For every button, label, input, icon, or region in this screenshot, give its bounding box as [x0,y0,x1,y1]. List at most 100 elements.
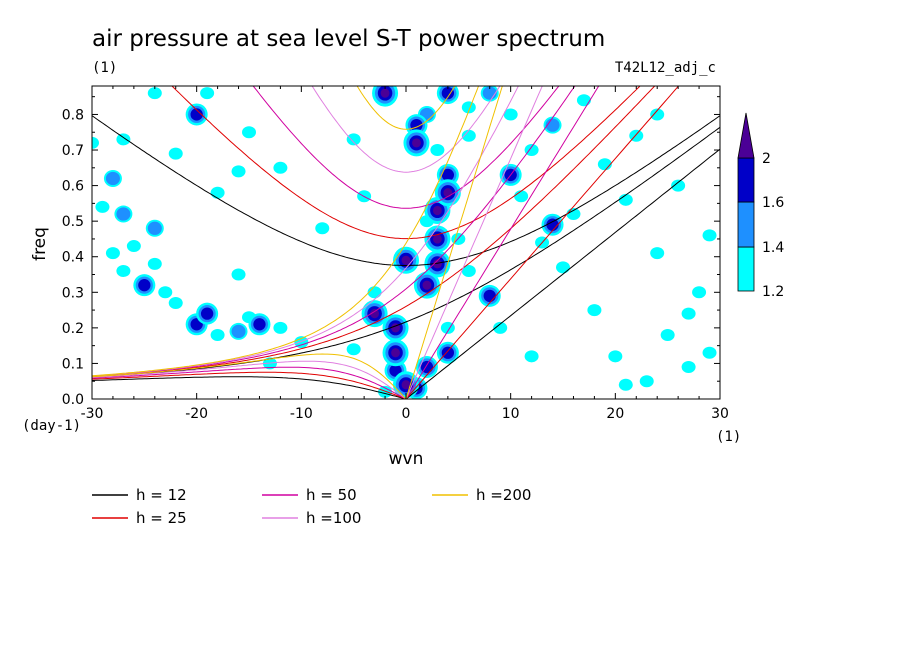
spectral-peak [424,225,451,253]
x-tick-label: 10 [502,406,520,422]
x-tick-label: 30 [711,406,729,422]
spectral-peak [413,271,440,299]
equatorial-rossby-curve [92,371,407,399]
y-tick-label: 0.6 [62,179,84,195]
equatorial-rossby-curve [92,366,407,399]
chart-subtitle-left: (1) [92,60,117,76]
colorbar-segment [737,246,755,292]
y-tick-label: 0.3 [62,285,84,301]
y-tick-label: 0.2 [62,321,84,337]
spectral-peak [430,144,445,157]
spectral-peak [168,296,183,309]
spectral-peak [650,247,665,260]
legend-label: h =200 [476,486,531,504]
spectral-peak [273,321,288,334]
mixed-rossby-gravity-curve [92,86,576,377]
spectral-peak [315,222,330,235]
spectral-peak [248,313,271,336]
spectral-peak [231,268,246,281]
spectral-peak [436,341,459,364]
spectral-peak [524,350,539,363]
legend-item: h =100 [262,509,361,527]
spectral-peak [393,246,419,274]
chart-subtitle-right: T42L12_adj_c [615,60,716,76]
kelvin-wave-curve [405,148,720,399]
y-axis-label: freq [30,227,50,261]
equatorial-rossby-curve [92,376,407,399]
colorbar-segment [737,201,755,248]
spectral-peak [103,169,122,187]
legend-item: h =200 [432,486,531,504]
inertia-gravity-curve [311,86,501,173]
colorbar-label: 1.4 [762,240,784,256]
kelvin-wave-curve [405,86,503,399]
kelvin-wave-curve [405,86,600,399]
spectral-peak [639,375,654,388]
x-tick-label: 0 [402,406,411,422]
inertia-gravity-curve [171,86,641,240]
spectral-peak [671,179,686,192]
y-tick-label: 0.8 [62,107,84,123]
spectral-power-field [92,86,717,399]
colorbar-label: 2 [762,151,771,167]
spectral-peak [681,307,696,320]
equatorial-rossby-curve [92,353,407,399]
spectral-peak [116,133,131,146]
legend-label: h = 12 [136,486,187,504]
spectral-peak [618,378,633,391]
kelvin-wave-curve [405,86,543,399]
spectral-peak [147,87,162,100]
spectral-peak [702,229,717,242]
spectral-peak [576,94,591,107]
spectral-peak [158,286,173,299]
spectral-peak [168,147,183,160]
spectral-peak [424,250,451,278]
inertia-gravity-curve [356,86,456,130]
spectral-peak [200,87,215,100]
spectral-peak [692,286,707,299]
mixed-rossby-gravity-curve [92,86,519,377]
y-axis-ticks: 0.0 0.1 0.2 0.3 0.4 0.5 0.6 0.7 0.8 [62,96,720,408]
spectral-peak [541,213,564,236]
spectral-peak [503,108,518,121]
spectral-peak [273,161,288,174]
spectral-peak [660,328,675,341]
spectral-peak [346,343,361,356]
mixed-rossby-gravity-curve [92,126,720,378]
spectral-peak [403,129,430,157]
y-axis-unit: (day-1) [22,418,81,434]
legend-item: h = 12 [92,486,187,504]
x-axis-ticks: -30 -20 -10 0 10 20 30 [81,86,729,422]
colorbar-label: 1.2 [762,284,784,300]
x-axis-unit: (1) [716,429,741,445]
spectral-peak [434,179,461,207]
spectral-peak [372,86,399,107]
spectral-peak [95,200,110,213]
spectral-peak [382,339,409,367]
y-tick-label: 0.4 [62,250,84,266]
spectral-peak [147,257,162,270]
spectral-peak [242,126,256,139]
y-tick-label: 0.1 [62,356,84,372]
spectral-peak [461,264,476,277]
spectral-peak [461,129,476,142]
spectral-peak [92,136,99,149]
spectral-peak [231,165,246,178]
spectral-peak [480,86,499,102]
legend-item: h = 50 [262,486,357,504]
colorbar-triangle [737,112,755,159]
spectral-peak [702,346,717,359]
colorbar: 1.2 1.4 1.6 2 [737,112,784,300]
x-tick-label: -20 [185,406,208,422]
spectral-peak [116,264,131,277]
colorbar-segment [737,157,755,203]
y-tick-label: 0.5 [62,214,84,230]
spectral-peak [556,261,570,274]
kelvin-wave-curve [405,86,680,399]
legend: h = 12 h = 25 h = 50 h =100 h =200 [92,486,531,527]
legend-item: h = 25 [92,509,187,527]
colorbar-label: 1.6 [762,195,784,211]
spectral-peak [514,190,529,203]
spectral-peak [346,133,361,146]
